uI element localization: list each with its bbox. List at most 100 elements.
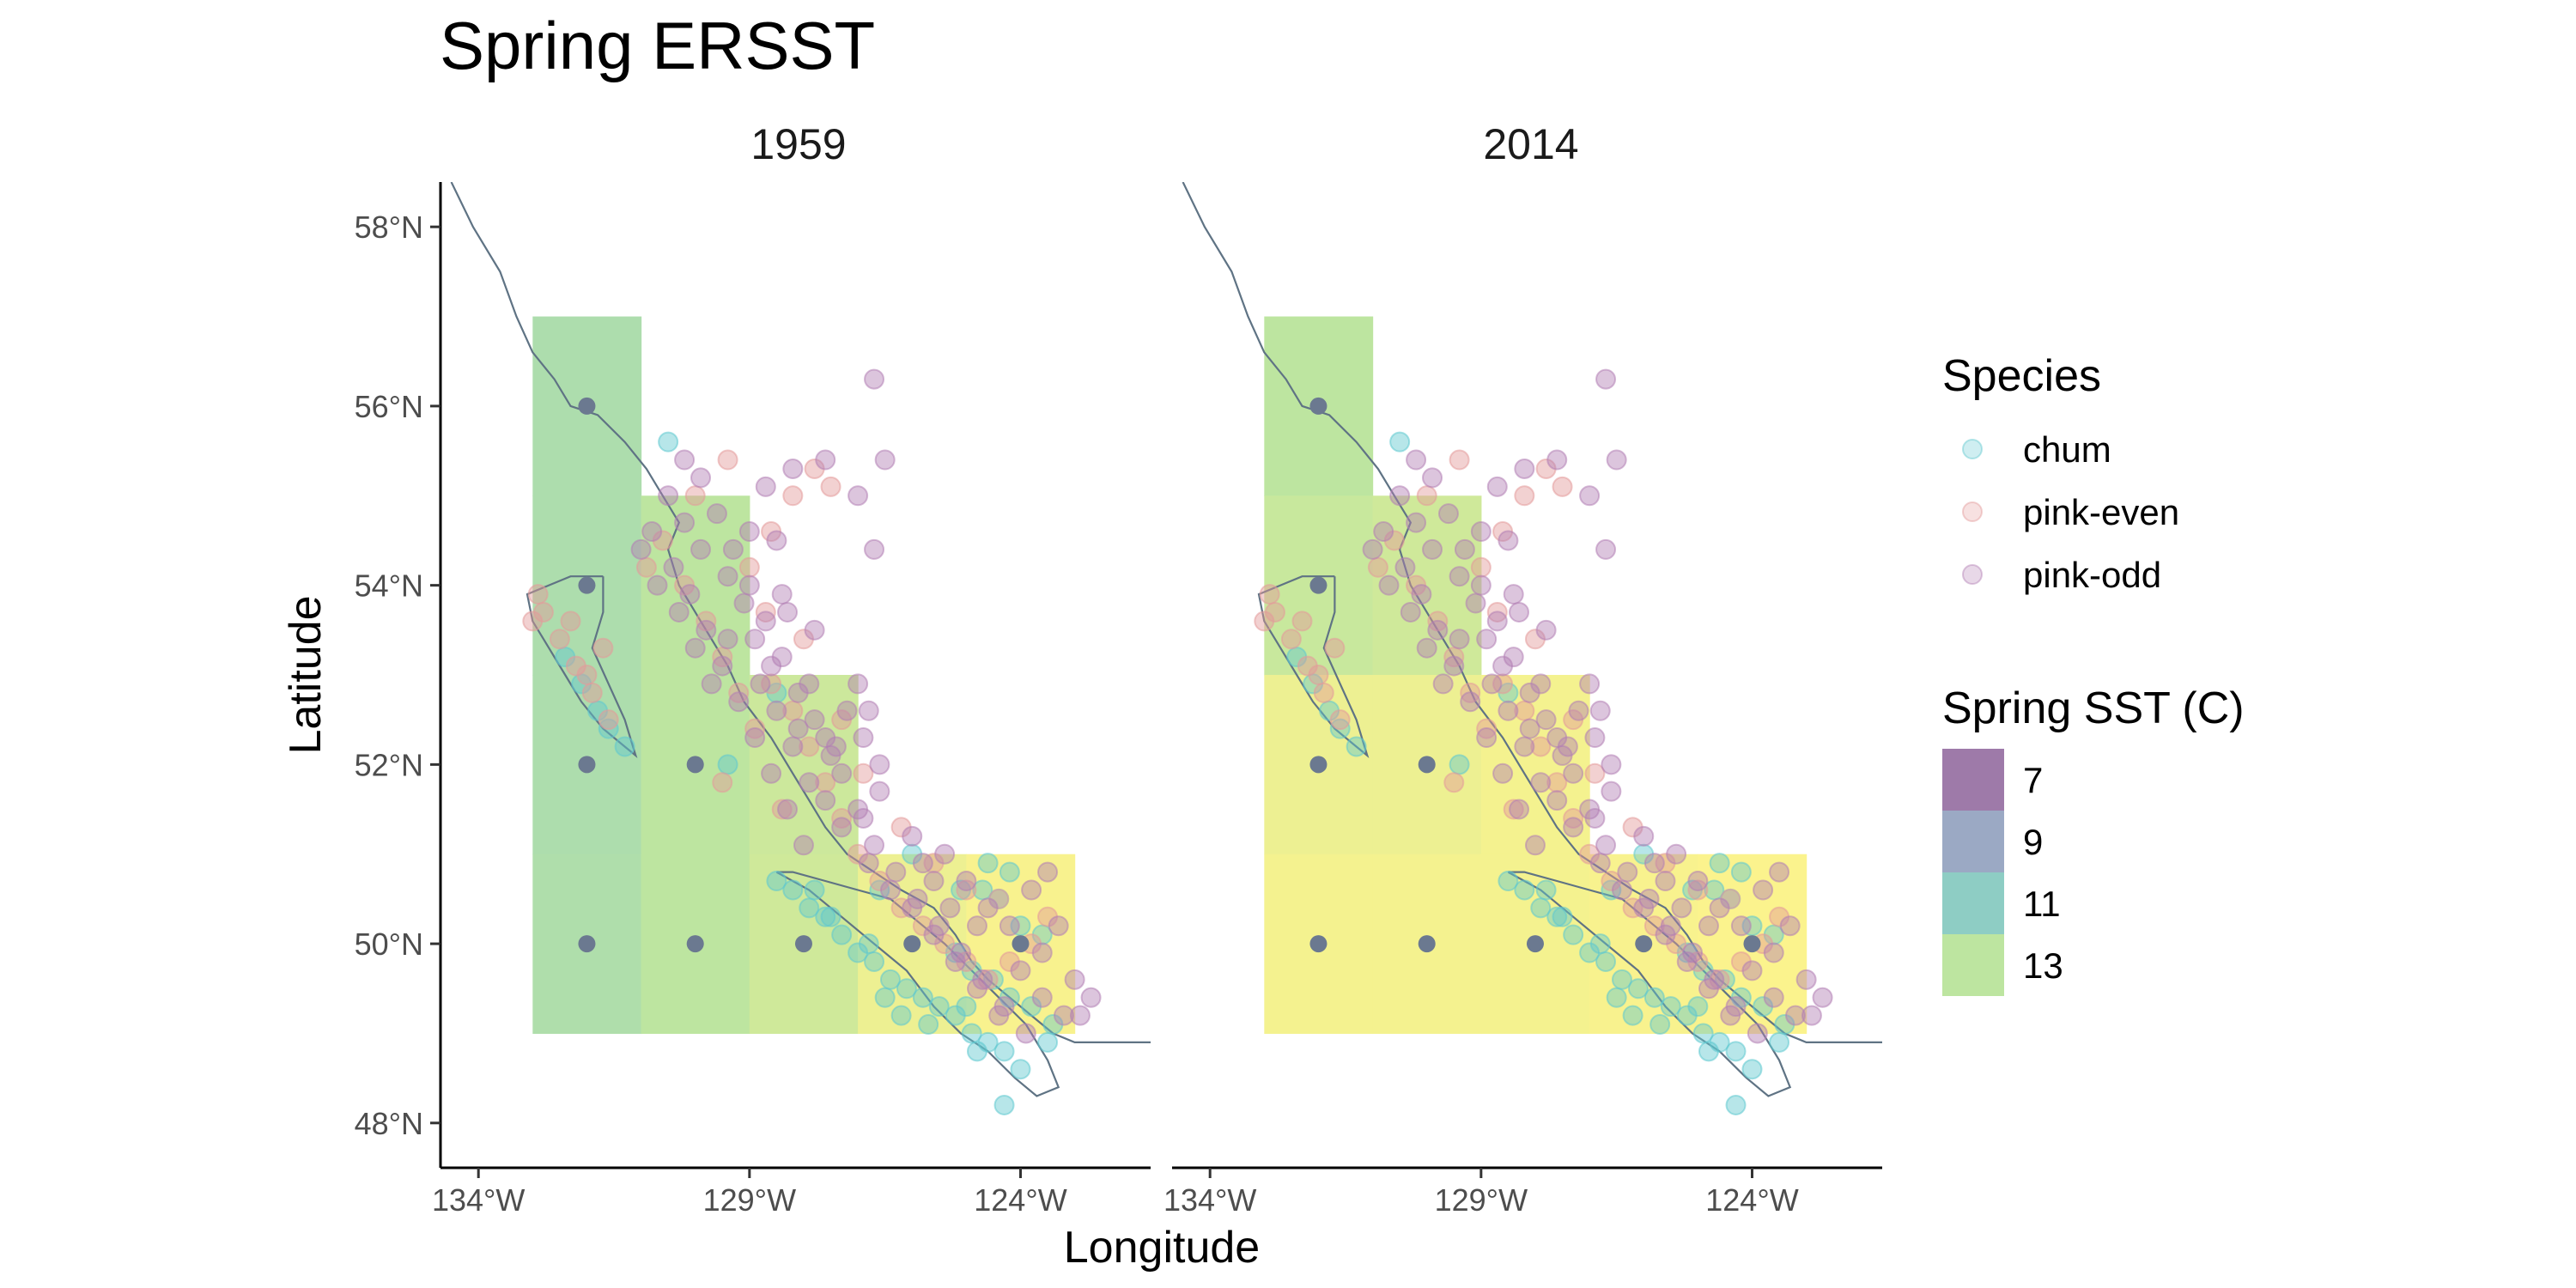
release-site-point	[1329, 709, 1351, 731]
release-site-point	[658, 431, 679, 453]
release-site-point	[977, 897, 999, 919]
release-site-point	[1552, 476, 1573, 497]
release-site-point	[864, 368, 885, 390]
release-site-point	[820, 906, 841, 927]
release-site-point	[1427, 619, 1449, 641]
release-site-point	[1584, 727, 1606, 749]
release-site-point	[1389, 431, 1411, 453]
species-legend-label: pink-even	[2023, 492, 2179, 532]
species-legend-key	[1962, 501, 1983, 522]
release-site-point	[728, 691, 750, 713]
release-site-point	[1400, 601, 1421, 623]
release-site-point	[896, 978, 917, 999]
species-legend-label: pink-odd	[2023, 555, 2161, 595]
release-site-point	[1308, 665, 1329, 685]
release-site-point	[1021, 879, 1042, 901]
release-site-point	[1795, 969, 1817, 990]
release-site-point	[592, 637, 614, 659]
release-site-point	[1373, 521, 1394, 543]
release-site-point	[647, 574, 668, 596]
release-site-point	[815, 790, 836, 811]
grid-centre-point	[1309, 756, 1327, 774]
release-site-point	[1535, 879, 1557, 901]
release-site-point	[576, 665, 598, 685]
release-site-point	[1546, 790, 1568, 811]
release-site-point	[885, 861, 907, 883]
release-site-point	[874, 449, 896, 471]
map-panel-2014	[1182, 182, 1882, 1115]
release-site-point	[1378, 574, 1400, 596]
release-site-point	[988, 1005, 1010, 1026]
release-site-point	[1622, 897, 1643, 919]
release-site-point	[1010, 1059, 1031, 1080]
release-site-point	[761, 673, 782, 695]
release-site-point	[1611, 879, 1632, 901]
release-site-point	[1437, 503, 1459, 525]
release-site-point	[777, 799, 799, 820]
x-tick-label: 124°W	[974, 1182, 1066, 1218]
release-site-point	[1259, 584, 1280, 605]
release-site-point	[1720, 1005, 1741, 1026]
grid-centre-point	[578, 756, 596, 774]
release-site-point	[1589, 700, 1611, 721]
release-site-point	[956, 871, 977, 892]
release-site-point	[848, 673, 869, 695]
y-tick-label: 56°N	[355, 389, 423, 424]
release-site-point	[1552, 906, 1573, 927]
x-tick-label: 129°W	[1435, 1182, 1528, 1218]
release-site-point	[1769, 1031, 1790, 1053]
release-site-point	[890, 1005, 912, 1026]
release-site-point	[722, 538, 744, 560]
release-site-point	[1291, 611, 1313, 632]
release-site-point	[1449, 629, 1470, 650]
y-tick-label: 48°N	[355, 1106, 423, 1141]
release-site-point	[690, 467, 712, 489]
release-site-point	[1530, 772, 1552, 793]
release-site-point	[1784, 1005, 1806, 1026]
release-site-point	[738, 574, 760, 596]
release-site-point	[982, 969, 1004, 990]
release-site-point	[853, 807, 874, 829]
release-site-point	[1254, 611, 1275, 632]
grid-centre-point	[578, 576, 596, 594]
release-site-point	[1443, 772, 1465, 793]
release-site-point	[793, 835, 814, 856]
release-site-point	[864, 538, 885, 560]
sst-legend-swatch	[1942, 811, 2004, 872]
release-site-point	[1509, 799, 1530, 820]
release-site-point	[679, 584, 701, 605]
release-site-point	[1741, 1059, 1763, 1080]
release-site-point	[1037, 861, 1059, 883]
release-site-point	[1324, 637, 1346, 659]
release-site-point	[717, 754, 738, 775]
release-site-point	[831, 924, 853, 945]
release-site-point	[1069, 1005, 1091, 1026]
release-site-point	[1595, 835, 1617, 856]
release-site-point	[815, 772, 836, 793]
species-legend-key	[1962, 564, 1983, 585]
grid-centre-point	[1743, 935, 1761, 953]
grid-centre-point	[1635, 935, 1653, 953]
release-site-point	[1606, 987, 1627, 1008]
release-site-point	[1346, 736, 1367, 757]
release-site-point	[1048, 915, 1069, 937]
release-site-point	[1660, 996, 1681, 1018]
release-site-point	[853, 727, 874, 749]
release-site-point	[1601, 754, 1622, 775]
release-site-point	[1589, 853, 1611, 874]
release-site-point	[1606, 449, 1627, 471]
y-tick-label: 52°N	[355, 747, 423, 782]
release-site-point	[1753, 879, 1774, 901]
release-site-point	[1595, 538, 1617, 560]
release-site-point	[912, 853, 933, 874]
release-site-point	[674, 449, 696, 471]
release-site-point	[777, 601, 799, 623]
release-site-point	[1546, 906, 1568, 927]
release-site-point	[1730, 915, 1752, 937]
release-site-point	[549, 629, 570, 650]
release-site-point	[761, 655, 782, 677]
release-site-point	[1406, 512, 1427, 533]
release-site-point	[1563, 817, 1584, 838]
release-site-point	[766, 700, 787, 721]
release-site-point	[1747, 1023, 1768, 1044]
